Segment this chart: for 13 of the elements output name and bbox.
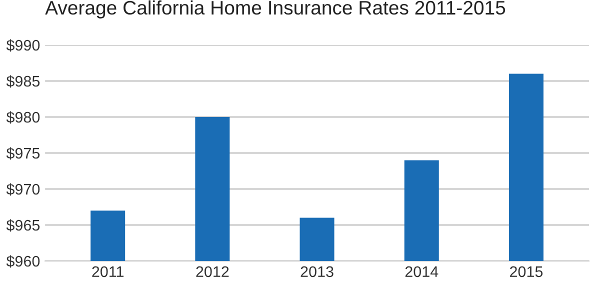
x-tick-label: 2012: [196, 266, 229, 278]
y-tick-label: $985: [6, 75, 40, 88]
x-tick-label: 2013: [300, 266, 334, 278]
y-tick-label: $965: [6, 219, 40, 232]
y-tick-label: $990: [6, 39, 40, 52]
y-tick-label: $960: [6, 255, 40, 268]
x-tick-label: 2011: [92, 266, 124, 278]
x-tick-label: 2015: [510, 266, 543, 278]
x-tick-label: 2014: [405, 266, 438, 278]
y-tick-label: $980: [6, 111, 40, 124]
chart-title: Average California Home Insurance Rates 2011-2015: [45, 0, 506, 18]
y-tick-label: $975: [6, 147, 40, 160]
y-tick-label: $970: [6, 183, 40, 196]
